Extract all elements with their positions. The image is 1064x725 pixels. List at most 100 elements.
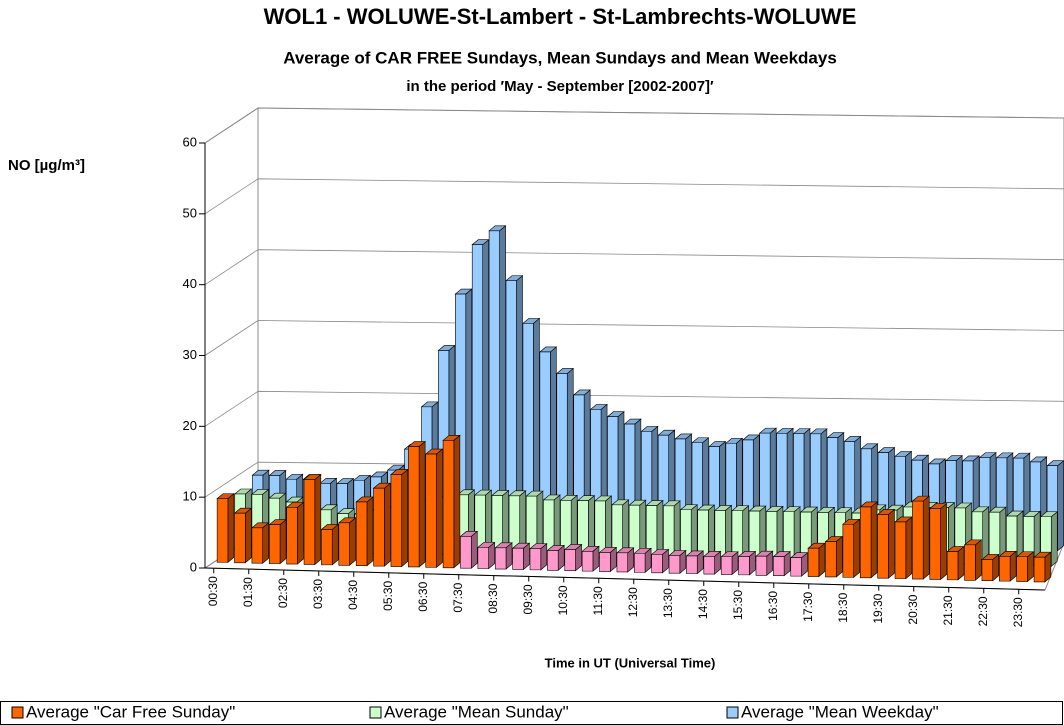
bar: [355, 496, 374, 567]
bar-face: [964, 544, 976, 581]
bar: [782, 506, 801, 562]
bar-face: [303, 479, 316, 565]
bar: [471, 239, 490, 543]
chart-title: WOL1 - WOLUWE-St-Lambert - St-Lambrechts…: [264, 4, 857, 29]
x-tick-label: 00:30: [206, 576, 220, 606]
bar-face: [975, 539, 982, 581]
bar-face: [818, 542, 826, 578]
bar-face: [470, 530, 478, 569]
bar: [251, 522, 270, 564]
bar-face: [651, 554, 663, 574]
bar-face: [835, 535, 843, 578]
bar-face: [1016, 556, 1028, 582]
bar: [320, 523, 340, 566]
bar-face: [442, 439, 455, 569]
bar: [842, 518, 861, 579]
bar: [772, 550, 791, 577]
bar: [731, 505, 750, 561]
legend-swatch: [11, 706, 24, 719]
bar-face: [314, 473, 322, 566]
bar: [337, 517, 357, 566]
x-tick-label: 22:30: [976, 596, 990, 626]
bar-face: [686, 555, 698, 574]
bar: [216, 492, 235, 564]
x-tick-label: 13:30: [661, 588, 675, 618]
bar: [894, 516, 913, 580]
bar: [494, 542, 513, 570]
x-tick-label: 07:30: [451, 582, 465, 612]
bar-face: [355, 501, 368, 567]
bar-face: [366, 496, 374, 567]
x-tick-label: 15:30: [731, 590, 745, 620]
bar: [633, 547, 652, 574]
bar-face: [888, 508, 895, 579]
bar-face: [720, 556, 733, 575]
bar-face: [477, 547, 489, 569]
bar: [911, 495, 931, 580]
bar-face: [599, 552, 611, 572]
bar: [233, 507, 253, 564]
bar-face: [373, 487, 385, 567]
bar: [407, 440, 426, 568]
bar-face: [981, 559, 994, 582]
bar: [703, 550, 722, 575]
x-tick-label: 18:30: [836, 592, 850, 622]
x-tick-label: 05:30: [381, 580, 395, 610]
bar-face: [234, 512, 246, 564]
bar-face: [286, 507, 298, 565]
bar-face: [425, 453, 437, 568]
chart-period: in the period ′May - September [2002-200…: [406, 78, 714, 95]
bar-face: [268, 524, 281, 564]
bar-face: [321, 529, 333, 566]
bar-face: [616, 552, 628, 573]
bar-face: [564, 549, 576, 572]
bar: [477, 541, 496, 570]
bar: [598, 546, 618, 573]
x-tick-label: 23:30: [1011, 597, 1025, 627]
legend-label: Average "Mean Sunday": [384, 702, 569, 721]
bar: [824, 535, 844, 578]
bar-face: [703, 556, 715, 575]
bar: [581, 545, 600, 572]
bar-face: [859, 506, 872, 579]
x-tick-label: 17:30: [801, 591, 815, 621]
x-tick-label: 02:30: [276, 578, 290, 608]
x-tick-label: 21:30: [941, 595, 955, 625]
bar-face: [581, 550, 594, 572]
bar: [988, 506, 1007, 566]
bar: [1015, 551, 1035, 583]
bar: [720, 551, 739, 576]
bar: [285, 501, 305, 565]
x-axis-title: Time in UT (Universal Time): [545, 655, 716, 670]
x-tick-label: 19:30: [871, 593, 885, 623]
bar: [459, 530, 479, 569]
x-tick-label: 06:30: [416, 581, 430, 611]
bar-face: [494, 547, 507, 570]
bar: [563, 543, 583, 572]
bar-face: [807, 547, 820, 577]
legend-swatch: [726, 706, 739, 719]
bar-face: [460, 536, 472, 569]
y-tick-label: 0: [190, 559, 197, 574]
bar-face: [216, 498, 229, 563]
bar: [268, 519, 287, 565]
bar-face: [668, 555, 681, 574]
bar-face: [957, 545, 965, 581]
bar: [963, 539, 983, 581]
bar-face: [547, 550, 559, 571]
bar: [303, 473, 322, 566]
bar-face: [262, 522, 269, 564]
bar-face: [251, 527, 263, 564]
bar: [789, 552, 809, 577]
bar-face: [929, 508, 941, 580]
bar-face: [384, 482, 391, 567]
x-tick-label: 03:30: [311, 579, 325, 609]
bar: [390, 468, 409, 568]
bar-face: [390, 474, 403, 567]
y-tick-label: 10: [183, 489, 197, 504]
bar-face: [529, 548, 542, 571]
y-tick-label: 40: [183, 276, 197, 291]
bar: [542, 494, 561, 558]
grid-line: [204, 107, 1064, 144]
